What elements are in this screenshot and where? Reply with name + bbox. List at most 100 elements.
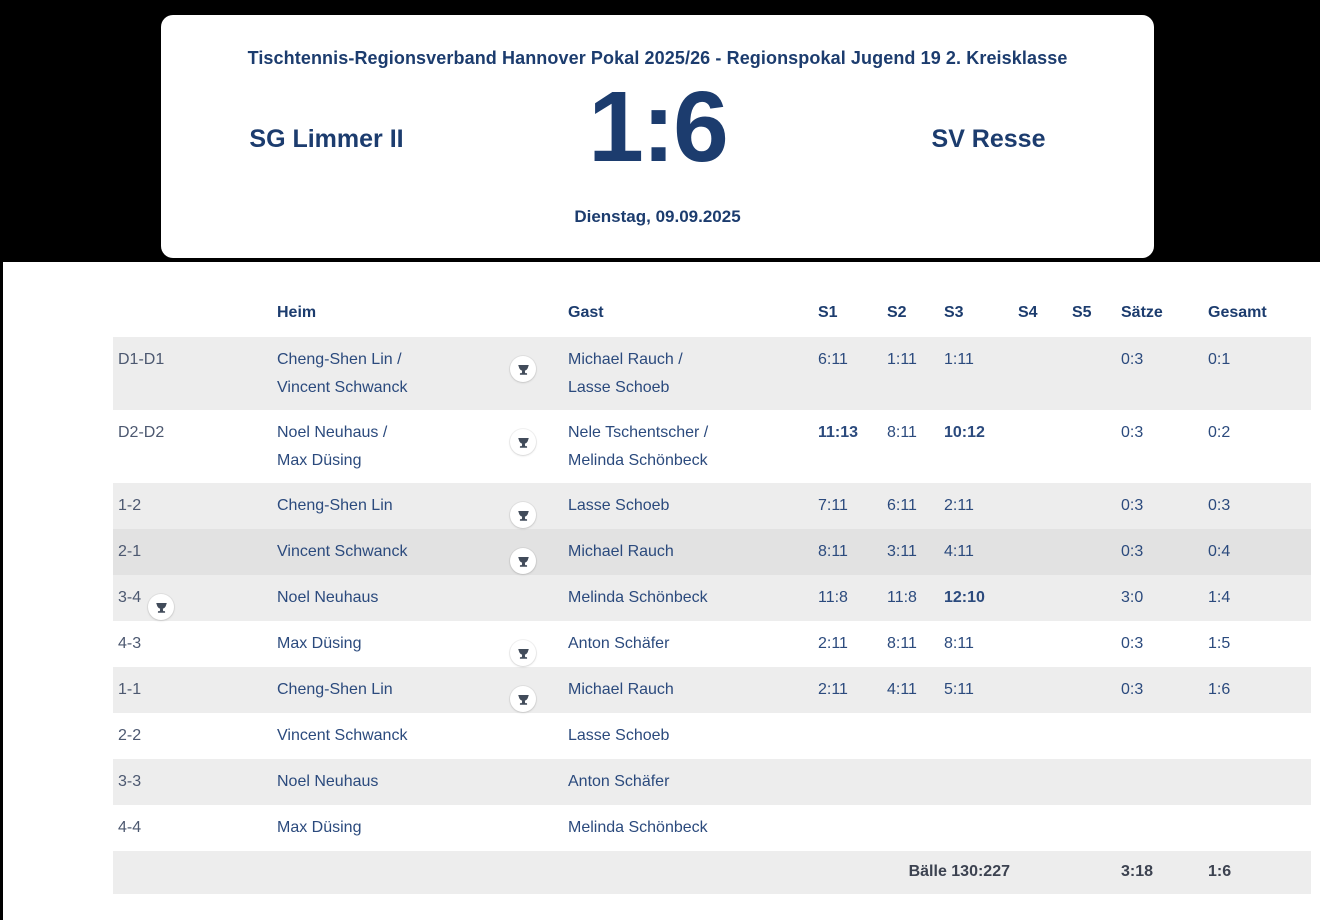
table-row[interactable]: 3-3 Noel Neuhaus Anton Schäfer [113, 759, 1311, 805]
away-player: Michael Rauch [568, 681, 674, 698]
away-player: Lasse Schoeb [568, 727, 670, 744]
set-score [1018, 621, 1072, 667]
table-row[interactable]: 4-4 Max Düsing Melinda Schönbeck [113, 805, 1311, 851]
sets-result: 0:3 [1121, 424, 1144, 441]
away-player: Anton Schäfer [568, 773, 670, 790]
set-score: 3:11 [887, 543, 917, 560]
table-footer-row: Bälle 130:227 3:18 1:6 [113, 851, 1311, 894]
set-score: 11:8 [887, 589, 917, 606]
col-header-s1: S1 [818, 304, 838, 321]
col-header-gesamt: Gesamt [1208, 304, 1267, 321]
set-score: 6:11 [887, 497, 917, 514]
table-row[interactable]: D1-D1 Cheng-Shen Lin / Vincent Schwanck M… [113, 337, 1311, 410]
trophy-icon [510, 640, 536, 666]
set-score: 6:11 [818, 351, 848, 368]
match-code: 1-2 [118, 497, 142, 514]
home-player: Cheng-Shen Lin [277, 497, 393, 514]
set-score: 2:11 [818, 635, 848, 652]
home-player: Cheng-Shen Lin / Vincent Schwanck [277, 351, 408, 396]
table-header-row: Heim Gast S1 S2 S3 S4 S5 Sätze Gesamt [113, 290, 1311, 337]
match-code: 4-3 [118, 635, 142, 652]
sets-result: 0:3 [1121, 497, 1144, 514]
trophy-icon [510, 502, 536, 528]
trophy-icon [510, 686, 536, 712]
running-total: 0:2 [1208, 424, 1231, 441]
col-header-s5: S5 [1072, 304, 1092, 321]
set-score [1018, 337, 1072, 410]
running-total: 0:1 [1208, 351, 1231, 368]
balls-total: Bälle 130:227 [908, 863, 1010, 880]
table-row[interactable]: 4-3 Max Düsing Anton Schäfer 2:11 8:11 8… [113, 621, 1311, 667]
trophy-icon [510, 429, 536, 455]
set-score [1072, 529, 1121, 575]
running-total: 0:3 [1208, 497, 1231, 514]
home-player: Vincent Schwanck [277, 543, 408, 560]
set-score [1018, 575, 1072, 621]
set-score: 7:11 [818, 497, 848, 514]
sets-total: 3:18 [1121, 863, 1154, 880]
set-score [1072, 410, 1121, 483]
col-header-saetze: Sätze [1121, 304, 1163, 321]
set-score: 2:11 [818, 681, 848, 698]
match-code: 3-3 [118, 773, 142, 790]
set-score [1072, 337, 1121, 410]
set-score [1072, 621, 1121, 667]
set-score: 1:11 [944, 351, 974, 368]
table-row[interactable]: 2-1 Vincent Schwanck Michael Rauch 8:11 … [113, 529, 1311, 575]
set-score: 11:13 [818, 424, 859, 441]
match-code: 3-4 [113, 575, 277, 621]
trophy-icon [510, 356, 536, 382]
results-table: Heim Gast S1 S2 S3 S4 S5 Sätze Gesamt D1… [113, 290, 1311, 894]
set-score: 8:11 [887, 635, 917, 652]
set-score: 10:12 [944, 424, 985, 441]
set-score [1018, 483, 1072, 529]
set-score: 11:8 [818, 589, 848, 606]
set-score: 4:11 [944, 543, 974, 560]
set-score: 8:11 [887, 424, 917, 441]
home-team-name: SG Limmer II [249, 125, 404, 153]
set-score: 8:11 [944, 635, 974, 652]
home-player: Max Düsing [277, 635, 362, 652]
match-code: 2-2 [118, 727, 142, 744]
away-player: Lasse Schoeb [568, 497, 670, 514]
results-area: Heim Gast S1 S2 S3 S4 S5 Sätze Gesamt D1… [3, 262, 1320, 920]
sets-result: 0:3 [1121, 635, 1144, 652]
col-header-s2: S2 [887, 304, 907, 321]
col-header-gast: Gast [568, 304, 604, 321]
set-score: 1:11 [887, 351, 917, 368]
match-code: 1-1 [118, 681, 142, 698]
running-total: 1:6 [1208, 681, 1231, 698]
running-total: 1:4 [1208, 589, 1231, 606]
set-score [1018, 410, 1072, 483]
table-row[interactable]: 3-4 Noel Neuhaus Melinda Schönbeck 11:8 … [113, 575, 1311, 621]
col-header-heim: Heim [277, 304, 317, 321]
table-row[interactable]: D2-D2 Noel Neuhaus / Max Düsing Nele Tsch… [113, 410, 1311, 483]
set-score [1018, 529, 1072, 575]
away-team-name: SV Resse [931, 125, 1046, 153]
match-code: D2-D2 [118, 424, 165, 441]
away-player: Nele Tschentscher / Melinda Schönbeck [568, 424, 709, 469]
home-player: Max Düsing [277, 819, 362, 836]
set-score: 4:11 [887, 681, 917, 698]
table-row[interactable]: 1-1 Cheng-Shen Lin Michael Rauch 2:11 4:… [113, 667, 1311, 713]
away-player: Melinda Schönbeck [568, 819, 708, 836]
set-score: 2:11 [944, 497, 974, 514]
home-player: Noel Neuhaus [277, 773, 379, 790]
match-header-card: Tischtennis-Regionsverband Hannover Poka… [161, 15, 1154, 258]
table-row[interactable]: 1-2 Cheng-Shen Lin Lasse Schoeb 7:11 6:1… [113, 483, 1311, 529]
set-score [1072, 575, 1121, 621]
set-score [1072, 667, 1121, 713]
sets-result: 3:0 [1121, 589, 1144, 606]
set-score: 5:11 [944, 681, 974, 698]
match-total: 1:6 [1208, 863, 1232, 880]
sets-result: 0:3 [1121, 351, 1144, 368]
match-code: D1-D1 [118, 351, 165, 368]
running-total: 1:5 [1208, 635, 1231, 652]
away-player: Michael Rauch [568, 543, 674, 560]
set-score: 12:10 [944, 589, 985, 606]
running-total: 0:4 [1208, 543, 1231, 560]
col-header-s4: S4 [1018, 304, 1038, 321]
sets-result: 0:3 [1121, 681, 1144, 698]
table-row[interactable]: 2-2 Vincent Schwanck Lasse Schoeb [113, 713, 1311, 759]
home-player: Cheng-Shen Lin [277, 681, 393, 698]
